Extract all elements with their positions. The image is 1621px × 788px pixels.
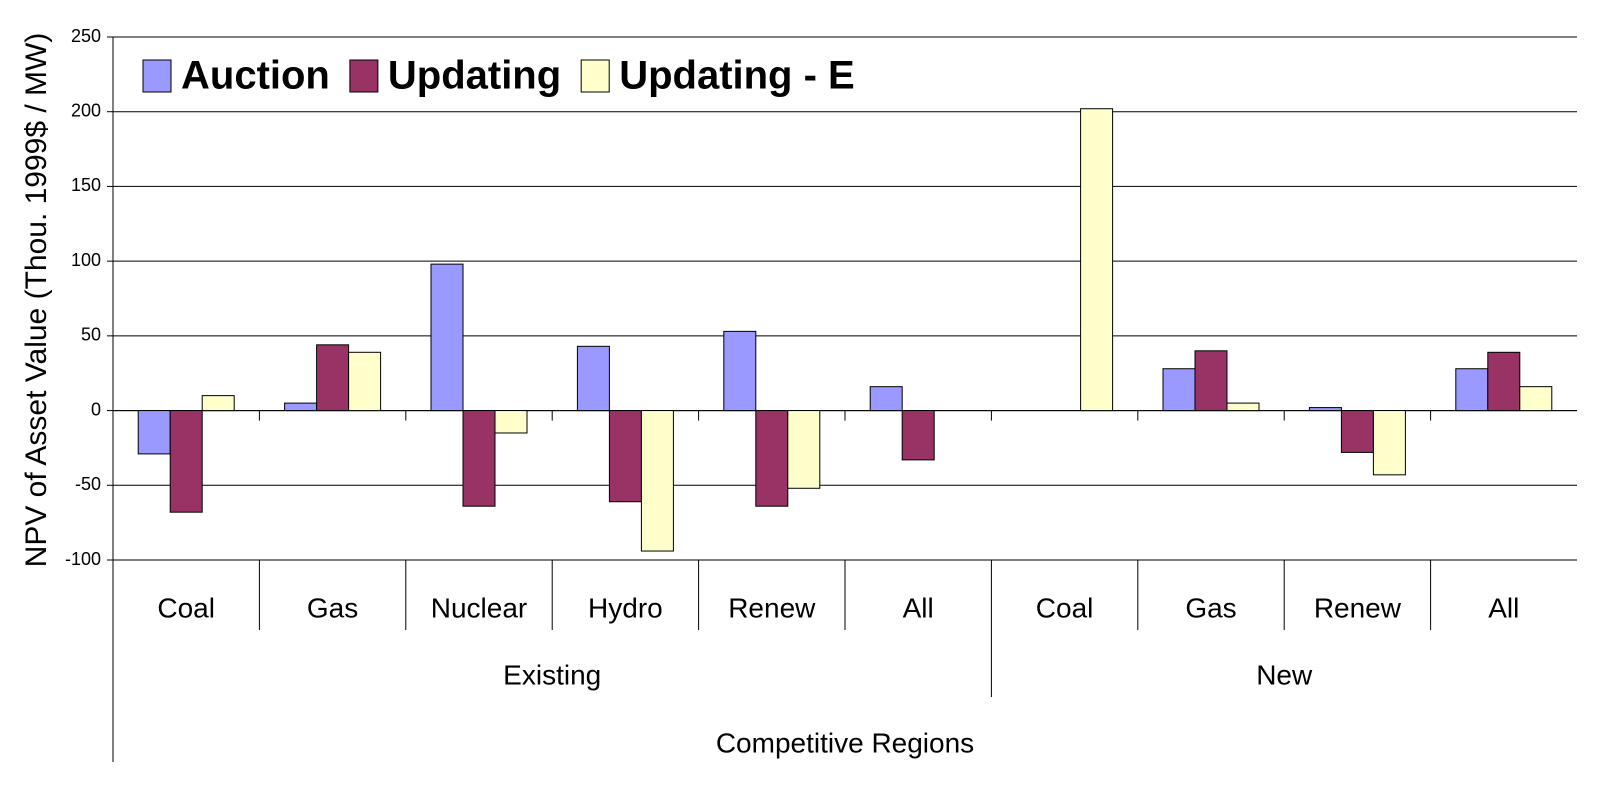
bar — [1308, 407, 1342, 412]
bar — [1372, 410, 1406, 476]
x-axis-title: Competitive Regions — [716, 727, 974, 758]
bar — [1519, 386, 1553, 412]
x-tick-label: All — [903, 592, 934, 623]
y-tick-label: 150 — [71, 175, 101, 195]
bar — [1487, 351, 1521, 412]
bar — [348, 351, 382, 412]
bar — [201, 395, 235, 412]
legend-swatch — [580, 59, 610, 93]
bar — [1162, 368, 1196, 412]
bar — [1455, 368, 1489, 412]
y-tick-label: 0 — [91, 399, 101, 419]
y-tick-label: 50 — [81, 325, 101, 345]
y-tick-label: 200 — [71, 100, 101, 120]
bar — [640, 410, 674, 552]
bar — [494, 410, 528, 434]
bar — [462, 410, 496, 507]
bar — [1226, 402, 1260, 412]
bar — [137, 410, 171, 455]
y-axis-title: NPV of Asset Value (Thou. 1999$ / MW) — [20, 33, 53, 568]
legend-swatch — [349, 59, 379, 93]
group-label: Existing — [503, 659, 601, 690]
bar — [1080, 108, 1114, 412]
y-tick-label: 100 — [71, 250, 101, 270]
bar — [284, 402, 318, 412]
bar — [787, 410, 821, 489]
group-label: New — [1256, 659, 1313, 690]
x-tick-label: Renew — [1314, 592, 1402, 623]
y-tick-label: -50 — [75, 474, 101, 494]
x-tick-label: Coal — [1036, 592, 1094, 623]
legend-swatch — [142, 59, 172, 93]
legend-label: Updating — [388, 54, 561, 98]
bar — [755, 410, 789, 507]
bar — [869, 386, 903, 412]
bar — [608, 410, 642, 503]
legend-label: Auction — [181, 54, 330, 98]
bar — [316, 344, 350, 412]
x-tick-label: All — [1488, 592, 1519, 623]
x-tick-label: Gas — [307, 592, 358, 623]
x-tick-label: Renew — [728, 592, 816, 623]
bar — [430, 263, 464, 412]
bar — [901, 410, 935, 461]
bar — [1340, 410, 1374, 453]
y-tick-label: -100 — [65, 549, 101, 569]
x-tick-label: Gas — [1185, 592, 1236, 623]
x-tick-label: Coal — [157, 592, 215, 623]
x-tick-label: Nuclear — [431, 592, 527, 623]
y-tick-label: 250 — [71, 26, 101, 46]
bar — [169, 410, 203, 513]
bar — [1194, 350, 1228, 412]
legend-label: Updating - E — [619, 54, 855, 98]
bar — [723, 330, 757, 412]
x-tick-label: Hydro — [588, 592, 663, 623]
bar — [576, 345, 610, 412]
